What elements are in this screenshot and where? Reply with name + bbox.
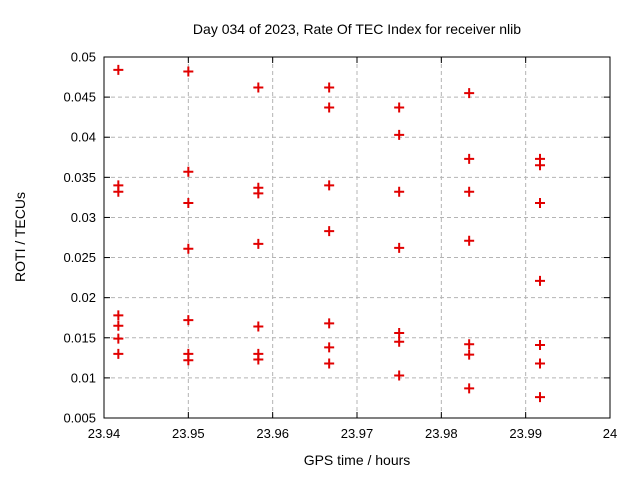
data-point-marker <box>535 275 546 286</box>
y-axis-label: ROTI / TECUs <box>12 192 28 282</box>
data-point-marker <box>183 315 194 326</box>
data-point-marker <box>324 102 335 113</box>
data-point-marker <box>113 320 124 331</box>
data-point-marker <box>253 82 264 93</box>
data-point-marker <box>324 342 335 353</box>
data-point-marker <box>394 129 405 140</box>
data-point-marker <box>464 349 475 360</box>
data-point-marker <box>464 88 475 99</box>
data-point-marker <box>113 310 124 321</box>
y-tick-label: 0.045 <box>63 90 96 105</box>
data-point-marker <box>324 82 335 93</box>
data-point-marker <box>253 238 264 249</box>
y-tick-label: 0.03 <box>71 210 96 225</box>
data-point-marker <box>324 180 335 191</box>
x-tick-label: 23.97 <box>341 426 374 441</box>
data-point-marker <box>535 339 546 350</box>
data-point-marker <box>183 355 194 366</box>
y-tick-label: 0.005 <box>63 411 96 426</box>
data-point-marker <box>464 186 475 197</box>
plot-border <box>103 56 611 419</box>
data-point-marker <box>113 333 124 344</box>
data-point-marker <box>464 235 475 246</box>
x-tick-label: 23.99 <box>509 426 542 441</box>
data-point-marker <box>253 321 264 332</box>
data-point-marker <box>535 198 546 209</box>
data-point-marker <box>394 336 405 347</box>
data-point-marker <box>183 66 194 77</box>
data-point-marker <box>183 243 194 254</box>
y-tick-label: 0.035 <box>63 170 96 185</box>
data-point-marker <box>183 198 194 209</box>
data-point-marker <box>324 358 335 369</box>
y-tick-label: 0.015 <box>63 330 96 345</box>
x-tick-label: 23.96 <box>256 426 289 441</box>
y-tick-label: 0.04 <box>71 130 96 145</box>
x-tick-label: 23.94 <box>88 426 121 441</box>
data-point-marker <box>464 153 475 164</box>
data-point-marker <box>253 354 264 365</box>
data-point-marker <box>464 383 475 394</box>
data-point-marker <box>535 358 546 369</box>
y-tick-label: 0.05 <box>71 50 96 65</box>
x-axis-label: GPS time / hours <box>303 452 411 468</box>
chart-title: Day 034 of 2023, Rate Of TEC Index for r… <box>192 21 522 37</box>
data-point-marker <box>324 226 335 237</box>
data-point-marker <box>113 64 124 75</box>
y-tick-label: 0.025 <box>63 250 96 265</box>
data-point-marker <box>394 102 405 113</box>
data-point-marker <box>183 166 194 177</box>
x-tick-label: 24 <box>603 426 617 441</box>
data-point-marker <box>394 186 405 197</box>
data-point-marker <box>394 242 405 253</box>
x-tick-label: 23.98 <box>425 426 458 441</box>
data-point-marker <box>464 339 475 350</box>
y-tick-label: 0.01 <box>71 370 96 385</box>
data-point-marker <box>535 160 546 171</box>
data-point-marker <box>394 327 405 338</box>
data-point-marker <box>113 186 124 197</box>
data-point-marker <box>394 370 405 381</box>
data-point-marker <box>535 392 546 403</box>
data-point-marker <box>324 318 335 329</box>
y-tick-label: 0.02 <box>71 290 96 305</box>
data-point-marker <box>113 348 124 359</box>
x-tick-label: 23.95 <box>172 426 205 441</box>
data-point-marker <box>253 188 264 199</box>
